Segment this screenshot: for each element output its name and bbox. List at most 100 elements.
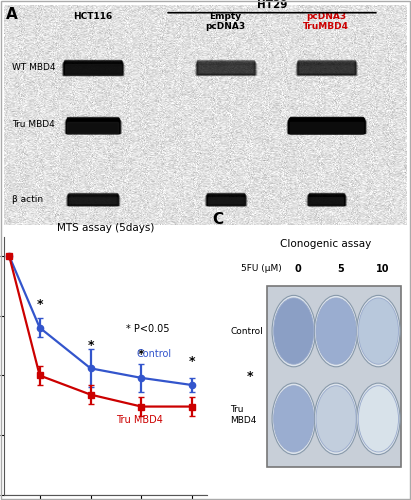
- Bar: [206, 195, 245, 205]
- Bar: [289, 118, 363, 132]
- Bar: [66, 196, 120, 205]
- Bar: [197, 60, 254, 74]
- Bar: [196, 62, 255, 74]
- Ellipse shape: [274, 298, 314, 364]
- Bar: [65, 122, 121, 133]
- Ellipse shape: [314, 383, 358, 454]
- Bar: [68, 194, 117, 205]
- Bar: [307, 195, 345, 205]
- Bar: [65, 120, 120, 133]
- Bar: [62, 64, 124, 75]
- Bar: [289, 118, 364, 133]
- Bar: [309, 194, 344, 205]
- Bar: [295, 64, 358, 74]
- Bar: [297, 61, 356, 74]
- Bar: [66, 120, 120, 133]
- Bar: [68, 193, 117, 205]
- Bar: [309, 194, 344, 205]
- Bar: [289, 118, 364, 132]
- Bar: [195, 64, 256, 74]
- Bar: [289, 118, 363, 132]
- Bar: [194, 64, 257, 74]
- Bar: [298, 60, 355, 74]
- Bar: [205, 196, 246, 205]
- Bar: [63, 62, 122, 74]
- Bar: [65, 60, 121, 74]
- Bar: [207, 194, 244, 205]
- Text: HT29: HT29: [257, 0, 287, 10]
- Bar: [309, 193, 344, 205]
- Bar: [67, 118, 118, 132]
- Ellipse shape: [272, 383, 315, 454]
- Bar: [296, 64, 357, 74]
- Bar: [298, 61, 355, 74]
- Bar: [64, 60, 121, 74]
- Bar: [206, 194, 245, 205]
- Bar: [287, 122, 366, 133]
- Bar: [69, 196, 117, 205]
- Bar: [296, 64, 357, 74]
- Bar: [65, 121, 120, 133]
- Bar: [197, 60, 254, 74]
- Bar: [67, 196, 119, 205]
- Bar: [296, 64, 357, 74]
- Bar: [67, 122, 118, 132]
- Bar: [64, 60, 121, 74]
- Ellipse shape: [358, 386, 399, 452]
- Bar: [287, 122, 366, 133]
- Bar: [297, 62, 356, 74]
- Text: WT MBD4: WT MBD4: [12, 62, 55, 72]
- Bar: [289, 118, 363, 132]
- Text: 0: 0: [295, 264, 302, 274]
- Bar: [62, 64, 123, 74]
- Bar: [195, 63, 256, 74]
- Bar: [297, 62, 356, 74]
- Bar: [287, 121, 365, 133]
- Bar: [65, 60, 121, 74]
- Bar: [68, 194, 118, 205]
- Bar: [307, 196, 346, 205]
- Bar: [66, 119, 119, 133]
- Bar: [69, 193, 117, 205]
- Bar: [62, 64, 124, 74]
- Bar: [66, 196, 119, 205]
- Ellipse shape: [274, 386, 314, 452]
- Bar: [308, 194, 345, 205]
- Bar: [307, 196, 345, 205]
- Ellipse shape: [314, 296, 358, 367]
- Bar: [289, 119, 364, 133]
- Title: MTS assay (5days): MTS assay (5days): [57, 224, 155, 234]
- Bar: [287, 122, 365, 133]
- Text: 10: 10: [376, 264, 390, 274]
- Bar: [296, 63, 356, 74]
- Text: *: *: [246, 370, 253, 383]
- Text: * P<0.05: * P<0.05: [126, 324, 170, 334]
- Bar: [307, 196, 346, 205]
- Bar: [307, 196, 346, 205]
- Bar: [206, 194, 245, 205]
- Bar: [64, 62, 122, 74]
- Bar: [298, 64, 355, 74]
- Bar: [68, 194, 118, 205]
- Ellipse shape: [357, 383, 400, 454]
- Bar: [290, 117, 363, 132]
- Bar: [288, 120, 365, 133]
- Bar: [197, 60, 254, 74]
- Bar: [295, 64, 358, 75]
- Text: Tru
MBD4: Tru MBD4: [230, 406, 256, 424]
- Bar: [309, 194, 344, 205]
- Bar: [206, 196, 246, 205]
- Bar: [298, 60, 355, 74]
- Bar: [66, 196, 120, 205]
- Bar: [67, 118, 119, 133]
- Ellipse shape: [358, 298, 399, 364]
- Bar: [207, 194, 245, 205]
- Bar: [208, 196, 244, 205]
- Bar: [67, 195, 118, 205]
- Bar: [65, 122, 121, 133]
- Text: C: C: [212, 212, 223, 226]
- Bar: [196, 62, 256, 74]
- Bar: [65, 121, 120, 133]
- Bar: [63, 62, 122, 74]
- Bar: [66, 120, 120, 133]
